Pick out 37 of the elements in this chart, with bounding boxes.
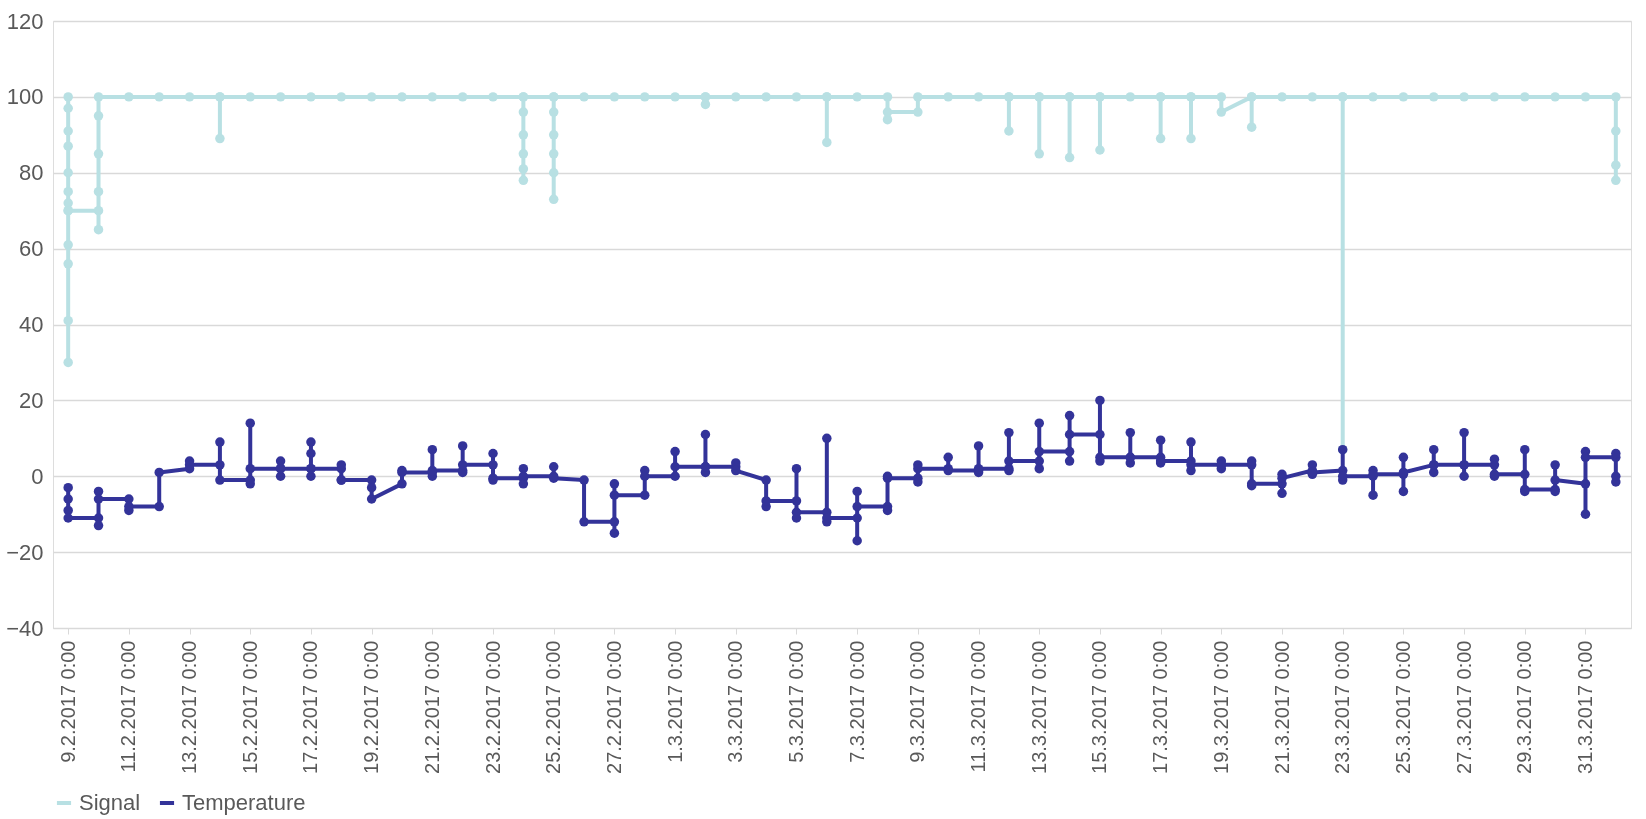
- x-tick-label: 17.2.2017 0:00: [299, 640, 322, 774]
- y-tick-label: −20: [6, 539, 44, 565]
- x-tick-label: 19.3.2017 0:00: [1209, 640, 1232, 774]
- x-tick-label: 27.2.2017 0:00: [602, 640, 625, 774]
- x-tick-label: 27.3.2017 0:00: [1452, 640, 1475, 774]
- y-tick-label: 20: [19, 387, 44, 413]
- x-tick-label: 31.3.2017 0:00: [1573, 640, 1596, 774]
- x-tick-label: 25.3.2017 0:00: [1391, 640, 1414, 774]
- x-tick-label: 17.3.2017 0:00: [1149, 640, 1172, 774]
- y-tick-label: 100: [6, 84, 44, 110]
- x-tick-label: 3.3.2017 0:00: [724, 640, 747, 763]
- x-tick-label: 11.3.2017 0:00: [967, 640, 990, 773]
- x-tick-label: 21.2.2017 0:00: [420, 640, 443, 774]
- x-tick-label: 29.3.2017 0:00: [1513, 640, 1536, 774]
- x-tick-label: 21.3.2017 0:00: [1270, 640, 1293, 774]
- legend-label: Signal: [79, 790, 141, 815]
- x-tick-label: 13.3.2017 0:00: [1027, 640, 1050, 774]
- x-tick-label: 25.2.2017 0:00: [542, 640, 565, 774]
- x-tick-label: 9.3.2017 0:00: [906, 640, 929, 763]
- x-tick-label: 13.2.2017 0:00: [178, 640, 201, 774]
- y-tick-label: −40: [6, 615, 44, 641]
- x-tick-label: 23.3.2017 0:00: [1331, 640, 1354, 774]
- y-tick-label: 60: [19, 236, 44, 262]
- y-tick-label: 0: [31, 463, 44, 489]
- y-tick-label: 80: [19, 160, 44, 186]
- x-tick-label: 23.2.2017 0:00: [481, 640, 504, 774]
- x-tick-label: 7.3.2017 0:00: [845, 640, 868, 763]
- y-tick-label: 120: [6, 8, 44, 34]
- x-tick-label: 9.2.2017 0:00: [56, 640, 79, 763]
- x-tick-label: 5.3.2017 0:00: [784, 640, 807, 763]
- x-tick-label: 15.2.2017 0:00: [238, 640, 261, 774]
- legend-label: Temperature: [182, 790, 306, 815]
- x-tick-label: 15.3.2017 0:00: [1088, 640, 1111, 774]
- y-tick-label: 40: [19, 312, 44, 337]
- x-tick-label: 11.2.2017 0:00: [117, 640, 140, 773]
- x-tick-label: 19.2.2017 0:00: [360, 640, 383, 774]
- x-tick-label: 1.3.2017 0:00: [663, 640, 686, 763]
